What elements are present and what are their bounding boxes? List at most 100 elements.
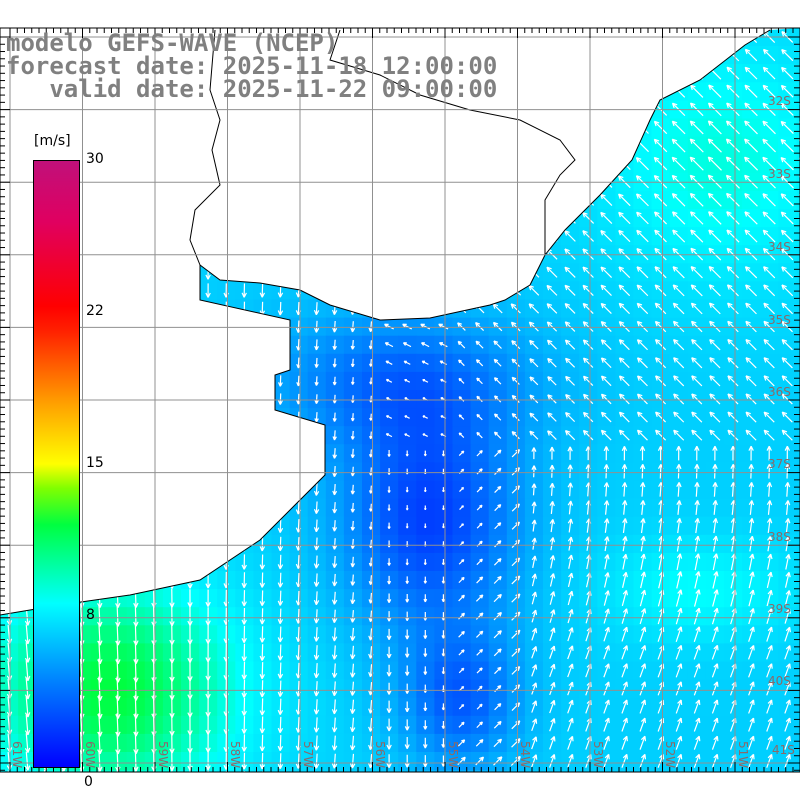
wind-arrow	[603, 482, 610, 497]
wind-arrow	[332, 502, 338, 514]
wind-arrow	[169, 482, 175, 498]
wind-arrow	[241, 734, 247, 752]
wind-arrow	[205, 356, 211, 370]
wind-arrow	[422, 433, 428, 437]
speed-cell	[271, 462, 291, 482]
wind-arrow	[313, 501, 320, 514]
wind-arrow	[133, 518, 139, 534]
wind-arrow	[564, 67, 576, 79]
wind-arrow	[636, 229, 649, 243]
speed-cell	[144, 227, 164, 246]
wind-arrow	[277, 446, 284, 460]
wind-arrow	[349, 681, 356, 696]
wind-arrow	[423, 576, 428, 584]
speed-cell	[796, 299, 800, 319]
wind-arrow	[709, 338, 721, 351]
wind-arrow	[564, 157, 576, 170]
speed-cell	[181, 190, 200, 210]
wind-arrow	[6, 228, 12, 244]
wind-arrow	[187, 482, 193, 498]
speed-cell	[362, 154, 381, 174]
speed-cell	[289, 480, 309, 500]
wind-arrow	[600, 85, 613, 98]
wind-arrow	[441, 450, 445, 457]
speed-cell	[398, 770, 417, 772]
speed-cell	[181, 209, 200, 228]
wind-arrow	[241, 625, 247, 644]
wind-arrow	[636, 266, 649, 279]
speed-cell	[217, 534, 236, 554]
speed-cell	[162, 480, 182, 500]
wind-arrow	[133, 355, 139, 371]
wind-arrow	[510, 248, 522, 260]
wind-arrow	[549, 464, 555, 478]
wind-arrow	[6, 446, 12, 461]
speed-cell	[126, 408, 146, 427]
wind-arrow	[314, 447, 320, 460]
wind-arrow	[603, 608, 610, 624]
speed-cell	[253, 444, 273, 463]
wind-arrow	[313, 537, 320, 551]
speed-cell	[307, 190, 327, 210]
wind-arrow	[115, 138, 121, 154]
wind-arrow	[241, 464, 247, 479]
wind-arrow	[691, 429, 703, 441]
wind-arrow	[437, 286, 450, 294]
speed-cell	[398, 190, 417, 210]
wind-arrow	[133, 409, 139, 425]
wind-arrow	[313, 210, 320, 226]
wind-arrow	[745, 338, 757, 351]
speed-cell	[144, 190, 164, 210]
wind-arrow	[169, 446, 175, 461]
wind-arrow	[475, 594, 484, 602]
speed-cell	[90, 552, 110, 572]
wind-arrow	[475, 340, 484, 349]
wind-arrow	[403, 360, 411, 365]
wind-arrow	[510, 230, 522, 242]
speed-cell	[796, 733, 800, 753]
wind-arrow	[259, 283, 266, 298]
speed-cell	[90, 480, 110, 500]
wind-arrow	[510, 157, 522, 170]
wind-arrow	[277, 536, 284, 552]
wind-arrow	[24, 247, 31, 262]
wind-arrow	[475, 775, 484, 784]
wind-arrow	[528, 157, 540, 170]
wind-arrow	[350, 358, 355, 368]
wind-arrow	[350, 592, 356, 605]
wind-arrow	[492, 285, 503, 296]
wind-arrow	[493, 377, 502, 385]
wind-arrow	[618, 211, 631, 225]
wind-arrow	[673, 411, 685, 423]
wind-arrow	[748, 553, 755, 570]
speed-cell	[181, 534, 200, 554]
wind-arrow	[6, 554, 13, 571]
speed-cell	[162, 263, 182, 282]
wind-arrow	[404, 433, 410, 438]
wind-arrow	[694, 517, 700, 534]
wind-arrow	[385, 360, 393, 365]
wind-arrow	[476, 486, 483, 493]
wind-arrow	[436, 141, 451, 150]
wind-arrow	[639, 589, 647, 607]
speed-cell	[217, 136, 236, 156]
wind-arrow	[621, 645, 629, 660]
wind-arrow	[331, 717, 338, 733]
wind-arrow	[205, 210, 211, 226]
wind-arrow	[618, 85, 631, 98]
speed-cell	[651, 770, 671, 772]
speed-cell	[162, 227, 182, 246]
wind-arrow	[675, 753, 683, 768]
speed-cell	[0, 552, 19, 572]
wind-arrow	[350, 574, 356, 586]
wind-arrow	[707, 192, 722, 207]
wind-arrow	[205, 536, 211, 552]
wind-arrow	[386, 736, 392, 750]
speed-cell	[162, 770, 182, 772]
wind-arrow	[115, 247, 121, 262]
wind-arrow	[455, 230, 467, 242]
wind-arrow	[259, 680, 265, 698]
wind-arrow	[455, 158, 467, 170]
wind-arrow	[382, 141, 396, 150]
wind-arrow	[780, 138, 794, 153]
